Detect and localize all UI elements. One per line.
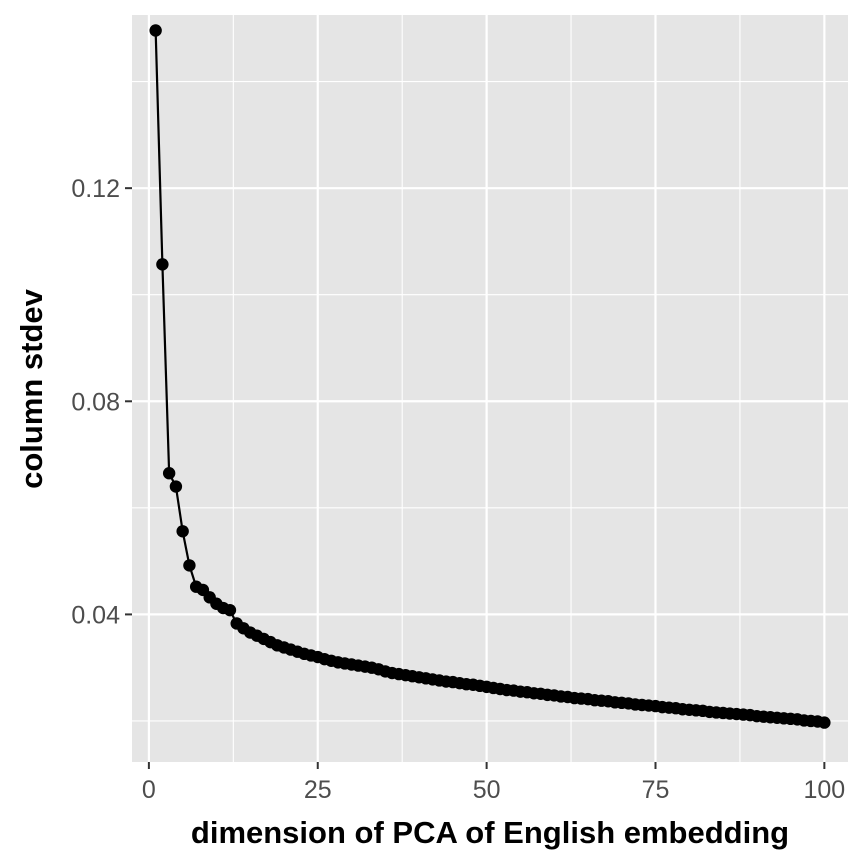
- x-tick-label: 75: [642, 776, 670, 804]
- data-point: [176, 525, 189, 538]
- data-point: [162, 467, 176, 480]
- data-point: [156, 258, 169, 271]
- plot-panel: [132, 15, 848, 762]
- x-tick-label: 25: [304, 776, 332, 804]
- data-point: [169, 480, 183, 493]
- minor-gridlines: [132, 15, 848, 762]
- data-point: [818, 716, 831, 729]
- y-axis: 0.04 0.08 0.12: [71, 175, 132, 629]
- x-tick-label: 100: [803, 776, 845, 804]
- y-tick-label: 0.12: [71, 175, 120, 203]
- data-point: [149, 24, 162, 37]
- y-tick-label: 0.04: [71, 601, 120, 629]
- data-point: [223, 603, 237, 617]
- y-axis-title: column stdev: [14, 288, 49, 489]
- x-tick-label: 50: [473, 776, 501, 804]
- x-axis-title: dimension of PCA of English embedding: [191, 815, 789, 850]
- data-point: [183, 559, 196, 572]
- x-axis: 0 25 50 75 100: [142, 762, 845, 804]
- x-tick-label: 0: [142, 776, 156, 804]
- major-gridlines: [132, 15, 848, 762]
- series-layer: [149, 24, 831, 729]
- y-tick-label: 0.08: [71, 388, 120, 416]
